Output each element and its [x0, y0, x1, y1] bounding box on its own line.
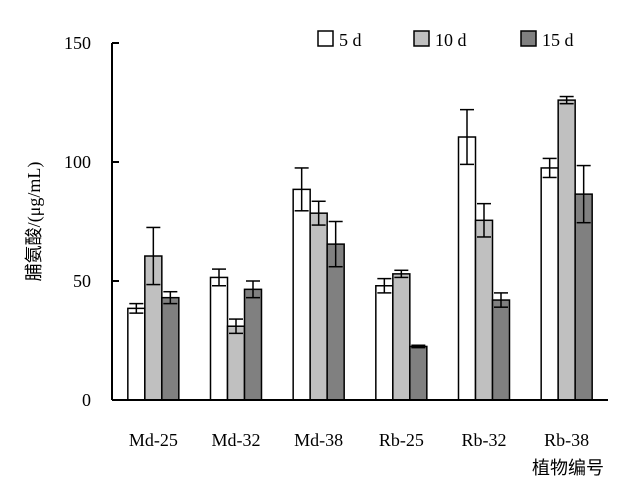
x-tick-label: Rb-25 [379, 430, 424, 450]
bar-Md-25-15d [161, 296, 180, 401]
y-tick-label: 150 [64, 33, 91, 53]
bar-Rb-25-15d [409, 345, 428, 401]
bar-Rb-32-15d [491, 299, 511, 401]
bar-Rb-25-10d [392, 273, 411, 401]
bar-Md-38-15d [326, 243, 345, 401]
x-tick-label: Rb-32 [462, 430, 507, 450]
legend-swatch [520, 30, 537, 47]
y-ticks: 0 50 100 150 [64, 33, 119, 410]
bar-Rb-32-10d [474, 219, 494, 401]
x-tick-label: Md-38 [294, 430, 343, 450]
bar-Rb-38-15d [574, 193, 593, 401]
bar-Md-38-10d [309, 212, 328, 401]
legend-swatch [413, 30, 430, 47]
legend-label: 15 d [542, 30, 574, 50]
x-tick-label: Md-25 [129, 430, 178, 450]
y-tick-label: 100 [64, 152, 91, 172]
x-tick-labels: Md-25 Md-32 Md-38 Rb-25 Rb-32 Rb-38 [129, 430, 589, 450]
bar-Rb-38-10d [557, 99, 576, 401]
bars-layer [127, 99, 593, 401]
y-tick-label: 50 [73, 271, 91, 291]
x-tick-label: Rb-38 [544, 430, 589, 450]
x-axis-title: 植物编号 [532, 458, 604, 478]
bar-Rb-38-5d [540, 167, 559, 401]
bar-Rb-25-5d [375, 285, 394, 401]
y-axis-title: 脯氨酸/(μg/mL) [24, 162, 45, 282]
legend-swatch [317, 30, 334, 47]
y-tick-label: 0 [82, 390, 91, 410]
bar-Rb-32-5d [457, 136, 477, 401]
bar-Md-25-5d [127, 307, 146, 401]
bar-Md-38-5d [292, 188, 311, 401]
error-bars-layer [129, 95, 591, 349]
bar-Md-32-15d [243, 288, 263, 401]
bar-Md-32-10d [226, 325, 246, 401]
x-tick-label: Md-32 [212, 430, 261, 450]
legend: 5 d 10 d 15 d [317, 30, 574, 50]
legend-label: 5 d [339, 30, 362, 50]
bar-Md-32-5d [209, 276, 229, 401]
legend-label: 10 d [435, 30, 467, 50]
